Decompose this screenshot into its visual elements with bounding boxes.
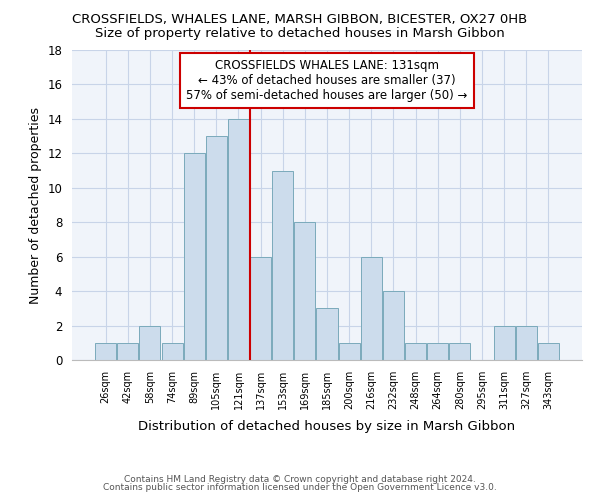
Bar [161, 343, 182, 360]
Bar [184, 154, 205, 360]
Bar [272, 170, 293, 360]
Bar [206, 136, 227, 360]
Text: Size of property relative to detached houses in Marsh Gibbon: Size of property relative to detached ho… [95, 28, 505, 40]
Bar [405, 343, 426, 360]
Bar [361, 256, 382, 360]
Bar [494, 326, 515, 360]
Bar [383, 291, 404, 360]
Bar [515, 326, 536, 360]
Bar [228, 119, 249, 360]
Text: Contains HM Land Registry data © Crown copyright and database right 2024.: Contains HM Land Registry data © Crown c… [124, 475, 476, 484]
Text: CROSSFIELDS WHALES LANE: 131sqm
← 43% of detached houses are smaller (37)
57% of: CROSSFIELDS WHALES LANE: 131sqm ← 43% of… [187, 60, 467, 102]
Y-axis label: Number of detached properties: Number of detached properties [29, 106, 42, 304]
Bar [118, 343, 139, 360]
Bar [250, 256, 271, 360]
Text: Contains public sector information licensed under the Open Government Licence v3: Contains public sector information licen… [103, 484, 497, 492]
Bar [427, 343, 448, 360]
Bar [295, 222, 316, 360]
Bar [316, 308, 338, 360]
Text: CROSSFIELDS, WHALES LANE, MARSH GIBBON, BICESTER, OX27 0HB: CROSSFIELDS, WHALES LANE, MARSH GIBBON, … [73, 12, 527, 26]
Bar [449, 343, 470, 360]
Bar [338, 343, 359, 360]
X-axis label: Distribution of detached houses by size in Marsh Gibbon: Distribution of detached houses by size … [139, 420, 515, 433]
Bar [538, 343, 559, 360]
Bar [95, 343, 116, 360]
Bar [139, 326, 160, 360]
